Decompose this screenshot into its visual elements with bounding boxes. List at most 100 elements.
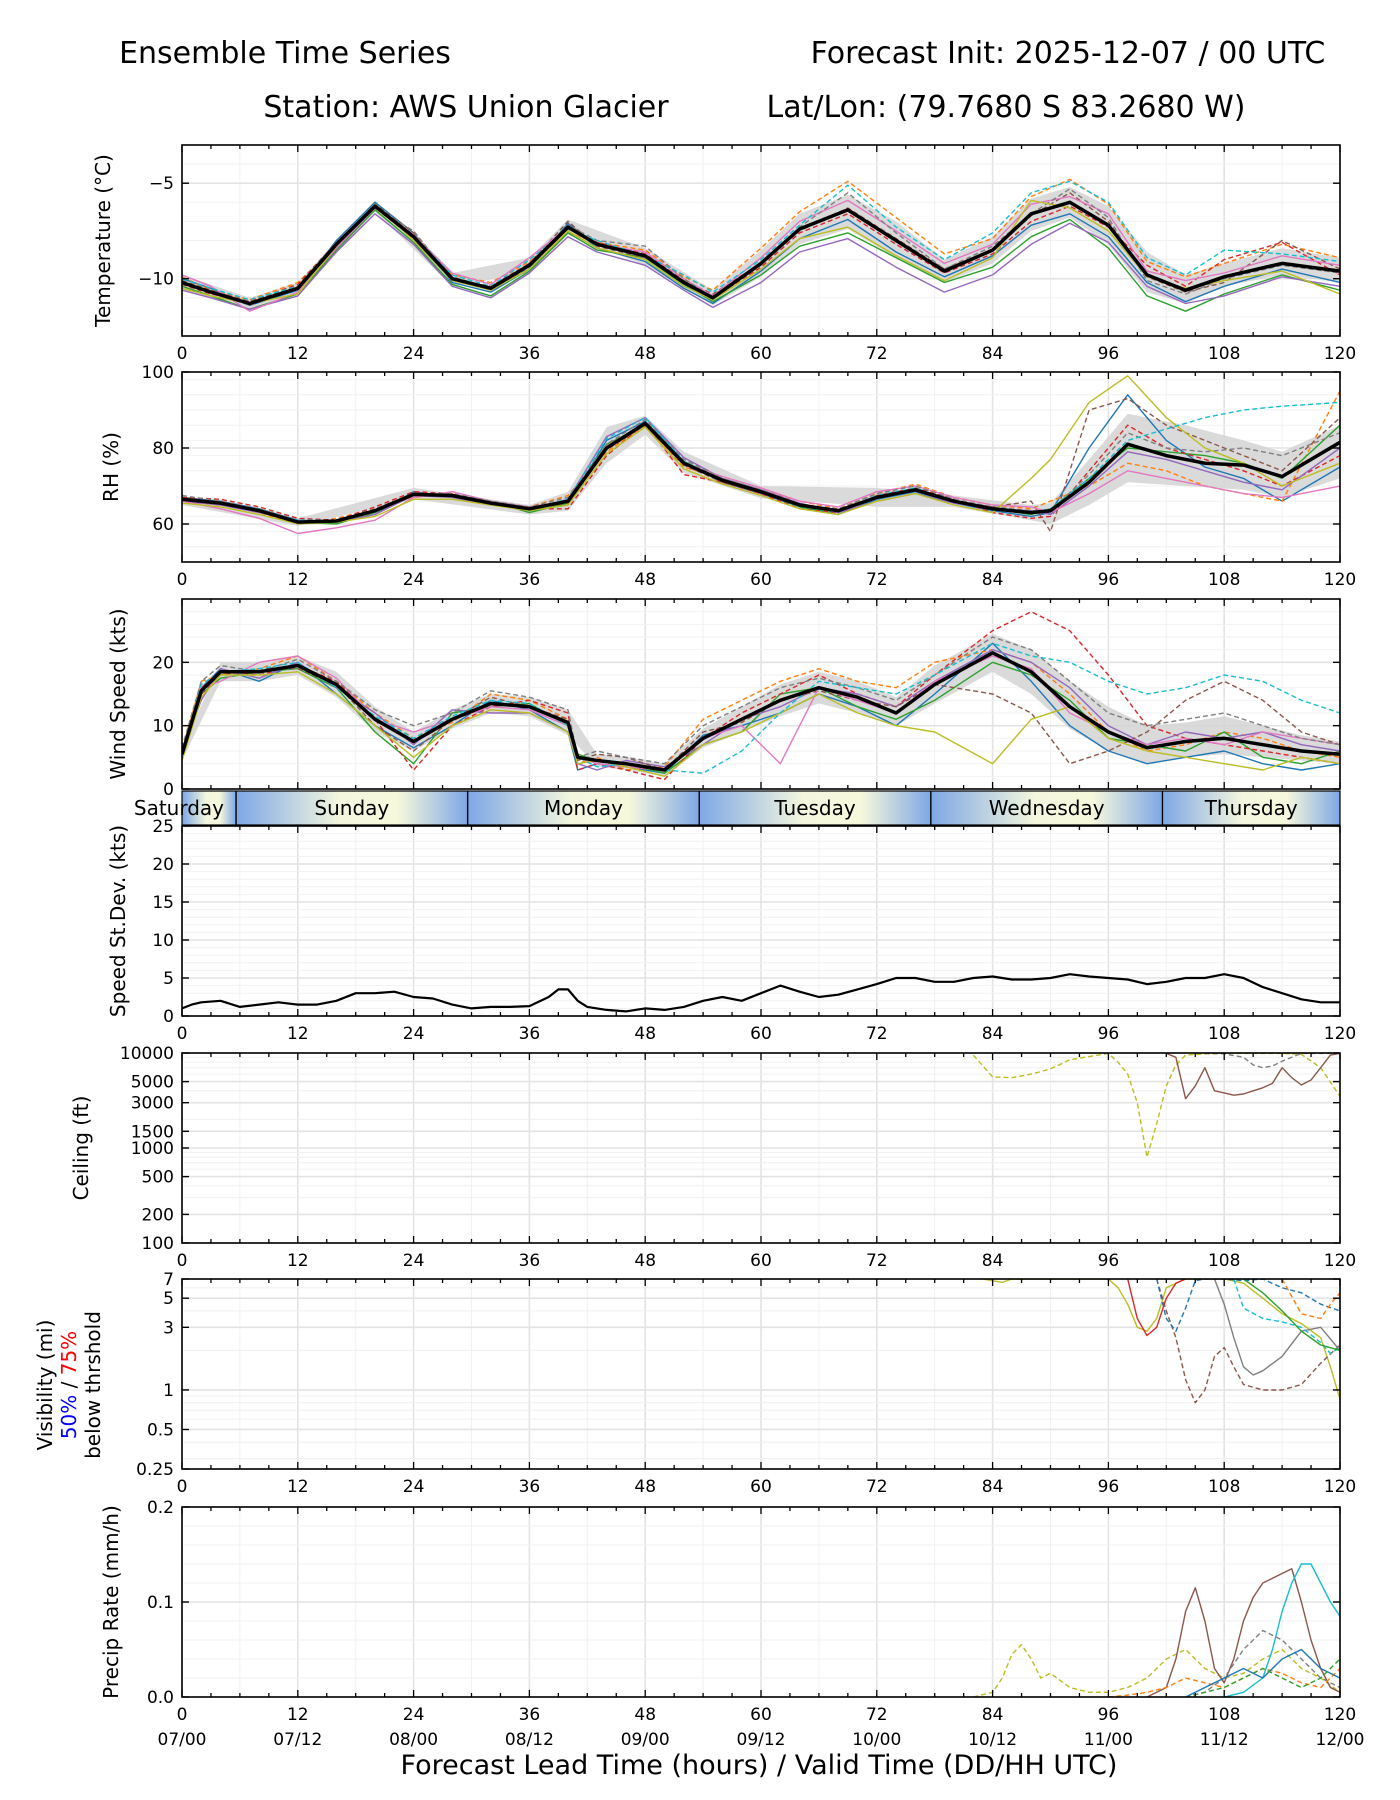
visibility-member-5 [1213,1279,1340,1376]
ceiling-xtick-label: 108 [1208,1251,1240,1271]
rh-xtick-label: 60 [750,570,772,590]
ceiling-plot-area [972,1053,1340,1158]
visibility-ytick-label: 5 [163,1289,174,1309]
speed_stdev-ytick-label: 10 [152,931,174,951]
day-label-monday: Monday [544,796,623,820]
ceiling-member-3 [1204,1053,1340,1069]
temperature-xtick-label: 12 [287,344,309,364]
visibility-threshold-label: below thrshold [81,1311,105,1459]
precip_rate-xtick-label: 24 [403,1705,425,1725]
visibility-xtick-label: 48 [634,1477,656,1497]
chart-title-right: Forecast Init: 2025-12-07 / 00 UTC [811,36,1326,71]
wind_speed-mean-line [182,651,1340,772]
temperature-xtick-label: 24 [403,344,425,364]
ceiling-ytick-label: 200 [142,1205,174,1225]
rh-xtick-label: 12 [287,570,309,590]
ceiling-xtick-label: 48 [634,1251,656,1271]
speed_stdev-xtick-label: 96 [1098,1024,1120,1044]
ceiling-xtick-label: 120 [1324,1251,1356,1271]
station-latlon: Lat/Lon: (79.7680 S 83.2680 W) [766,90,1245,125]
ceiling-member-2 [1166,1053,1340,1100]
speed_stdev-ytick-label: 5 [163,969,174,989]
visibility-gridlines [181,1278,1341,1470]
speed_stdev-xtick-label: 120 [1324,1024,1356,1044]
speed_stdev-xtick-label: 48 [634,1024,656,1044]
rh-member-9 [182,375,1340,525]
day-band-frame [181,790,1341,826]
valid-time-label: 11/12 [1200,1730,1249,1750]
speed_stdev-plot-area [182,973,1340,1013]
precip_rate-member-1 [973,1644,1340,1697]
speed_stdev-xtick-label: 84 [982,1024,1004,1044]
visibility-xtick-label: 84 [982,1477,1004,1497]
ceiling-xtick-label: 24 [403,1251,425,1271]
day-band-segment [699,791,931,825]
visibility-ytick-label: 0.25 [136,1460,174,1480]
visibility-xtick-label: 36 [519,1477,541,1497]
ceiling-xtick-label: 72 [866,1251,888,1271]
visibility-50-label: 50% [57,1395,81,1439]
ceiling-xtick-label: 12 [287,1251,309,1271]
rh-member-2 [182,390,1340,525]
panel-temperature: −5 −10 0 12 24 36 48 60 72 84 96 108 120 Temperature … [91,144,1356,364]
precip_rate-member-2 [1146,1568,1340,1697]
rh-ytick-label: 60 [152,515,174,535]
precip_rate-xtick-label: 108 [1208,1705,1240,1725]
visibility-ytick-label: 7 [163,1270,174,1290]
day-band-segment [1162,791,1340,825]
precip_rate-ytick-label: 0.0 [147,1688,174,1708]
temperature-plot-area [182,178,1340,312]
precip_rate-ytick-label: 0.1 [147,1593,174,1613]
visibility-plot-area [982,1279,1340,1404]
precip_rate-member-6 [1185,1648,1340,1697]
visibility-legend: Visibility (mi) 50% / 75% below thrshold [33,1311,105,1459]
precip_rate-xtick-label: 72 [866,1705,888,1725]
visibility-member-3 [1127,1279,1186,1337]
wind_speed-ytick-label: 0 [163,780,174,800]
ceiling-xtick-label: 0 [177,1251,188,1271]
precip_rate-xtick-label: 0 [177,1705,188,1725]
temperature-xtick-label: 48 [634,344,656,364]
precip_rate-member-4 [1185,1629,1340,1697]
speed_stdev-ytick-label: 0 [163,1007,174,1027]
day-label-tuesday: Tuesday [773,796,856,820]
temperature-mean-line [182,200,1340,306]
speed_stdev-ytick-label: 20 [152,855,174,875]
rh-ylabel: RH (%) [99,432,123,502]
temperature-xtick-label: 120 [1324,344,1356,364]
valid-time-label: 12/00 [1316,1730,1365,1750]
panel-precip_rate: 0.0 0.1 0.2 0 12 24 36 48 60 72 84 96 108 120 Precip R… [99,1498,1365,1750]
rh-xtick-label: 120 [1324,570,1356,590]
day-label-saturday: Saturday [134,796,224,820]
precip_rate-ylabel: Precip Rate (mm/h) [99,1505,123,1699]
valid-time-label: 11/00 [1084,1730,1133,1750]
ceiling-gridlines [181,1052,1341,1244]
temperature-xtick-label: 60 [750,344,772,364]
precip_rate-xtick-label: 60 [750,1705,772,1725]
ceiling-ytick-label: 1500 [131,1122,174,1142]
ceiling-ytick-label: 10000 [120,1044,174,1064]
rh-xtick-label: 96 [1098,570,1120,590]
temperature-gridlines [181,144,1341,337]
visibility-member-4 [1156,1279,1340,1332]
temperature-member-1 [182,201,1340,307]
x-axis-label: Forecast Lead Time (hours) / Valid Time … [401,1750,1118,1781]
ceiling-ytick-label: 100 [142,1234,174,1254]
day-band-segment [182,791,237,825]
speed_stdev-gridlines [181,825,1341,1017]
valid-time-label: 07/00 [158,1730,207,1750]
visibility-xtick-label: 0 [177,1477,188,1497]
visibility-xtick-label: 60 [750,1477,772,1497]
rh-ytick-label: 80 [152,439,174,459]
panel-wind_speed: 0 10 20 Wind Speed (kts) [106,598,1341,800]
precip_rate-xtick-label: 84 [982,1705,1004,1725]
ceiling-xtick-label: 36 [519,1251,541,1271]
temperature-member-5 [182,213,1340,310]
visibility-xtick-label: 96 [1098,1477,1120,1497]
visibility-label: Visibility (mi) [33,1320,57,1451]
visibility-xtick-label: 24 [403,1477,425,1497]
ceiling-ytick-label: 1000 [131,1139,174,1159]
visibility-xtick-label: 12 [287,1477,309,1497]
